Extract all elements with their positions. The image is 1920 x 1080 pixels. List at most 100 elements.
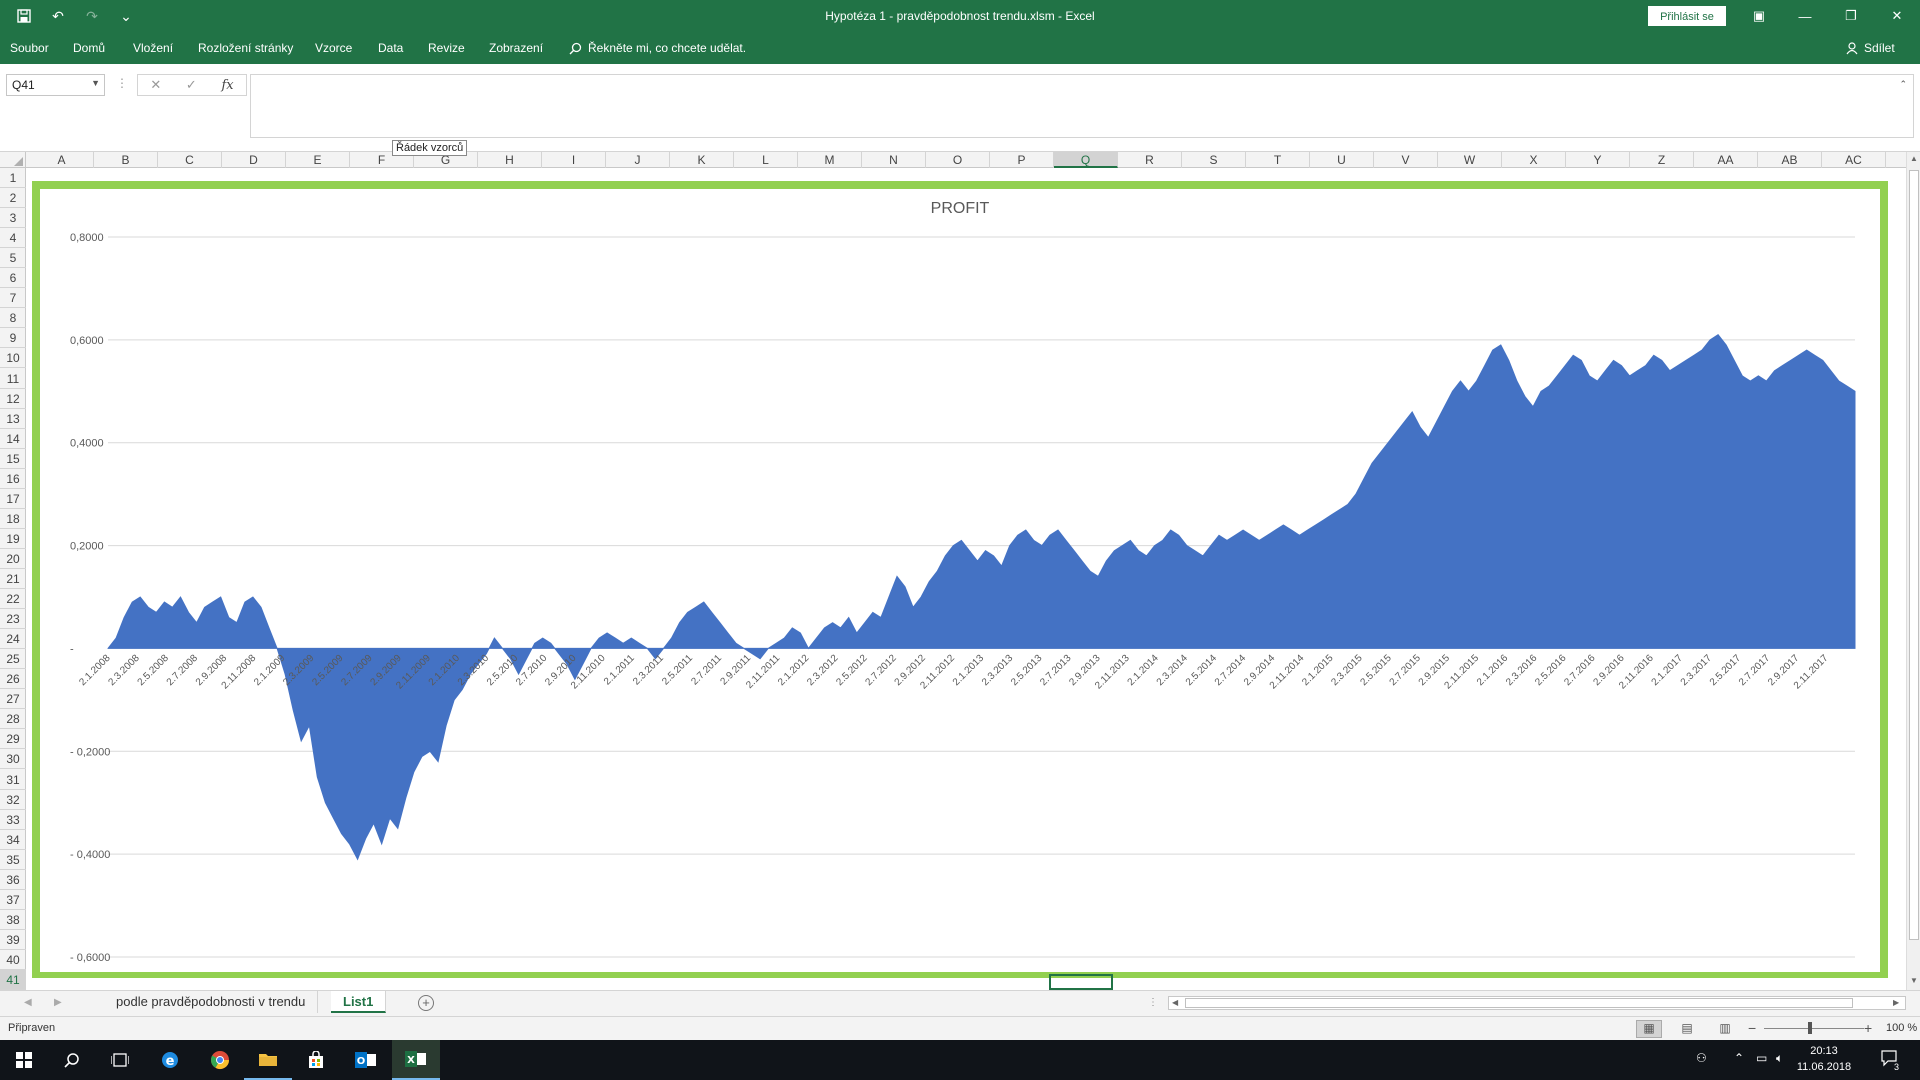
signin-button[interactable]: Přihlásit se [1648,6,1726,26]
column-header-c[interactable]: C [158,152,222,168]
row-header-37[interactable]: 37 [0,890,26,910]
sheet-tab-podle[interactable]: podle pravděpodobnosti v trendu [104,991,319,1013]
next-sheet-icon[interactable]: ▶ [54,997,62,1008]
tab-data[interactable]: Data [378,41,404,55]
row-header-15[interactable]: 15 [0,449,26,469]
column-header-m[interactable]: M [798,152,862,168]
row-header-41[interactable]: 41 [0,970,26,990]
profit-chart[interactable]: 0,8000 0,6000 0,4000 0,2000 - - 0,2000 - 0,400… [40,189,1880,972]
column-header-ac[interactable]: AC [1822,152,1886,168]
normal-view-icon[interactable]: ▦ [1636,1020,1662,1038]
restore-icon[interactable]: ❐ [1845,8,1857,23]
row-header-34[interactable]: 34 [0,830,26,850]
column-header-t[interactable]: T [1246,152,1310,168]
row-header-6[interactable]: 6 [0,268,26,289]
task-view-icon[interactable] [96,1040,144,1080]
formula-input[interactable]: ⌃ [250,74,1914,138]
column-header-h[interactable]: H [478,152,542,168]
tab-revize[interactable]: Revize [428,41,465,55]
horizontal-scroll-thumb[interactable] [1185,998,1853,1008]
chart-title[interactable]: PROFIT [930,200,990,217]
column-header-i[interactable]: I [542,152,606,168]
column-header-w[interactable]: W [1438,152,1502,168]
horizontal-scrollbar[interactable]: ◀ ▶ [1168,996,1906,1010]
chevron-down-icon[interactable]: ▼ [91,78,100,88]
row-header-12[interactable]: 12 [0,389,26,409]
tray-expand-icon[interactable]: ⌃ [1734,1051,1745,1065]
windows-start-icon[interactable] [0,1040,48,1080]
row-header-30[interactable]: 30 [0,749,26,770]
column-header-x[interactable]: X [1502,152,1566,168]
zoom-out-icon[interactable]: − [1748,1020,1757,1036]
enter-icon[interactable]: ✓ [185,77,197,92]
row-header-8[interactable]: 8 [0,308,26,329]
row-header-36[interactable]: 36 [0,870,26,890]
column-header-n[interactable]: N [862,152,926,168]
row-header-5[interactable]: 5 [0,248,26,269]
column-header-r[interactable]: R [1118,152,1182,168]
name-box[interactable]: Q41 ▼ [6,74,105,96]
network-icon[interactable]: ▭ [1756,1051,1768,1065]
column-header-ab[interactable]: AB [1758,152,1822,168]
edge-browser-icon[interactable]: e [146,1040,194,1080]
column-header-k[interactable]: K [670,152,734,168]
page-layout-view-icon[interactable]: ▤ [1681,1021,1693,1035]
zoom-slider-thumb[interactable] [1808,1022,1812,1034]
undo-icon[interactable]: ↶ [52,7,64,24]
row-header-24[interactable]: 24 [0,629,26,650]
row-header-10[interactable]: 10 [0,348,26,369]
vertical-scrollbar[interactable]: ▲ ▼ [1906,152,1920,990]
row-header-29[interactable]: 29 [0,729,26,750]
file-explorer-icon[interactable] [244,1040,292,1080]
row-header-39[interactable]: 39 [0,930,26,950]
chart-plot-background[interactable]: 0,8000 0,6000 0,4000 0,2000 - - 0,2000 - 0,400… [40,189,1880,972]
scroll-up-icon[interactable]: ▲ [1910,154,1918,163]
tab-domu[interactable]: Domů [73,41,106,55]
scroll-left-icon[interactable]: ◀ [1172,998,1179,1007]
active-cell[interactable] [1049,974,1113,990]
cancel-icon[interactable]: ✕ [150,77,162,92]
row-header-7[interactable]: 7 [0,288,26,309]
column-header-f[interactable]: F [350,152,414,168]
clock[interactable]: 20:13 11.06.2018 [1796,1043,1852,1075]
customize-toolbar-icon[interactable]: ⌄ [120,7,132,24]
row-header-33[interactable]: 33 [0,810,26,830]
column-header-v[interactable]: V [1374,152,1438,168]
column-header-u[interactable]: U [1310,152,1374,168]
scroll-right-icon[interactable]: ▶ [1893,998,1900,1007]
column-header-aa[interactable]: AA [1694,152,1758,168]
row-header-28[interactable]: 28 [0,709,26,730]
tab-zobrazeni[interactable]: Zobrazení [489,41,544,55]
row-header-13[interactable]: 13 [0,409,26,429]
row-header-23[interactable]: 23 [0,609,26,630]
column-header-y[interactable]: Y [1566,152,1630,168]
zoom-slider[interactable] [1764,1028,1864,1029]
column-header-g[interactable]: G [414,152,478,168]
tab-splitter-icon[interactable]: ⋮ [1148,997,1158,1008]
excel-icon[interactable]: X [392,1040,440,1080]
vertical-scroll-thumb[interactable] [1909,170,1919,940]
people-icon[interactable]: ⚇ [1696,1051,1707,1065]
formula-bar-grip-icon[interactable]: ⋮ [116,76,128,90]
row-header-21[interactable]: 21 [0,569,26,589]
column-header-q[interactable]: Q [1054,152,1118,168]
close-icon[interactable]: ✕ [1891,8,1903,23]
column-header-e[interactable]: E [286,152,350,168]
volume-icon[interactable]: 🔈︎ [1776,1051,1784,1065]
zoom-in-icon[interactable]: + [1864,1020,1873,1036]
row-header-3[interactable]: 3 [0,208,26,229]
insert-function-icon[interactable]: fx [221,77,234,93]
row-header-2[interactable]: 2 [0,188,26,209]
row-header-25[interactable]: 25 [0,649,26,670]
chrome-icon[interactable] [196,1040,244,1080]
page-break-view-icon[interactable]: ▥ [1719,1021,1731,1035]
select-all-button[interactable] [0,152,26,168]
ribbon-display-options-icon[interactable]: ▣ [1752,8,1766,23]
row-header-26[interactable]: 26 [0,669,26,690]
row-header-38[interactable]: 38 [0,910,26,930]
row-header-16[interactable]: 16 [0,469,26,489]
action-center-icon[interactable] [1880,1049,1898,1070]
prev-sheet-icon[interactable]: ◀ [24,997,32,1008]
zoom-level[interactable]: 100 % [1886,1022,1918,1034]
search-icon[interactable] [48,1040,96,1080]
